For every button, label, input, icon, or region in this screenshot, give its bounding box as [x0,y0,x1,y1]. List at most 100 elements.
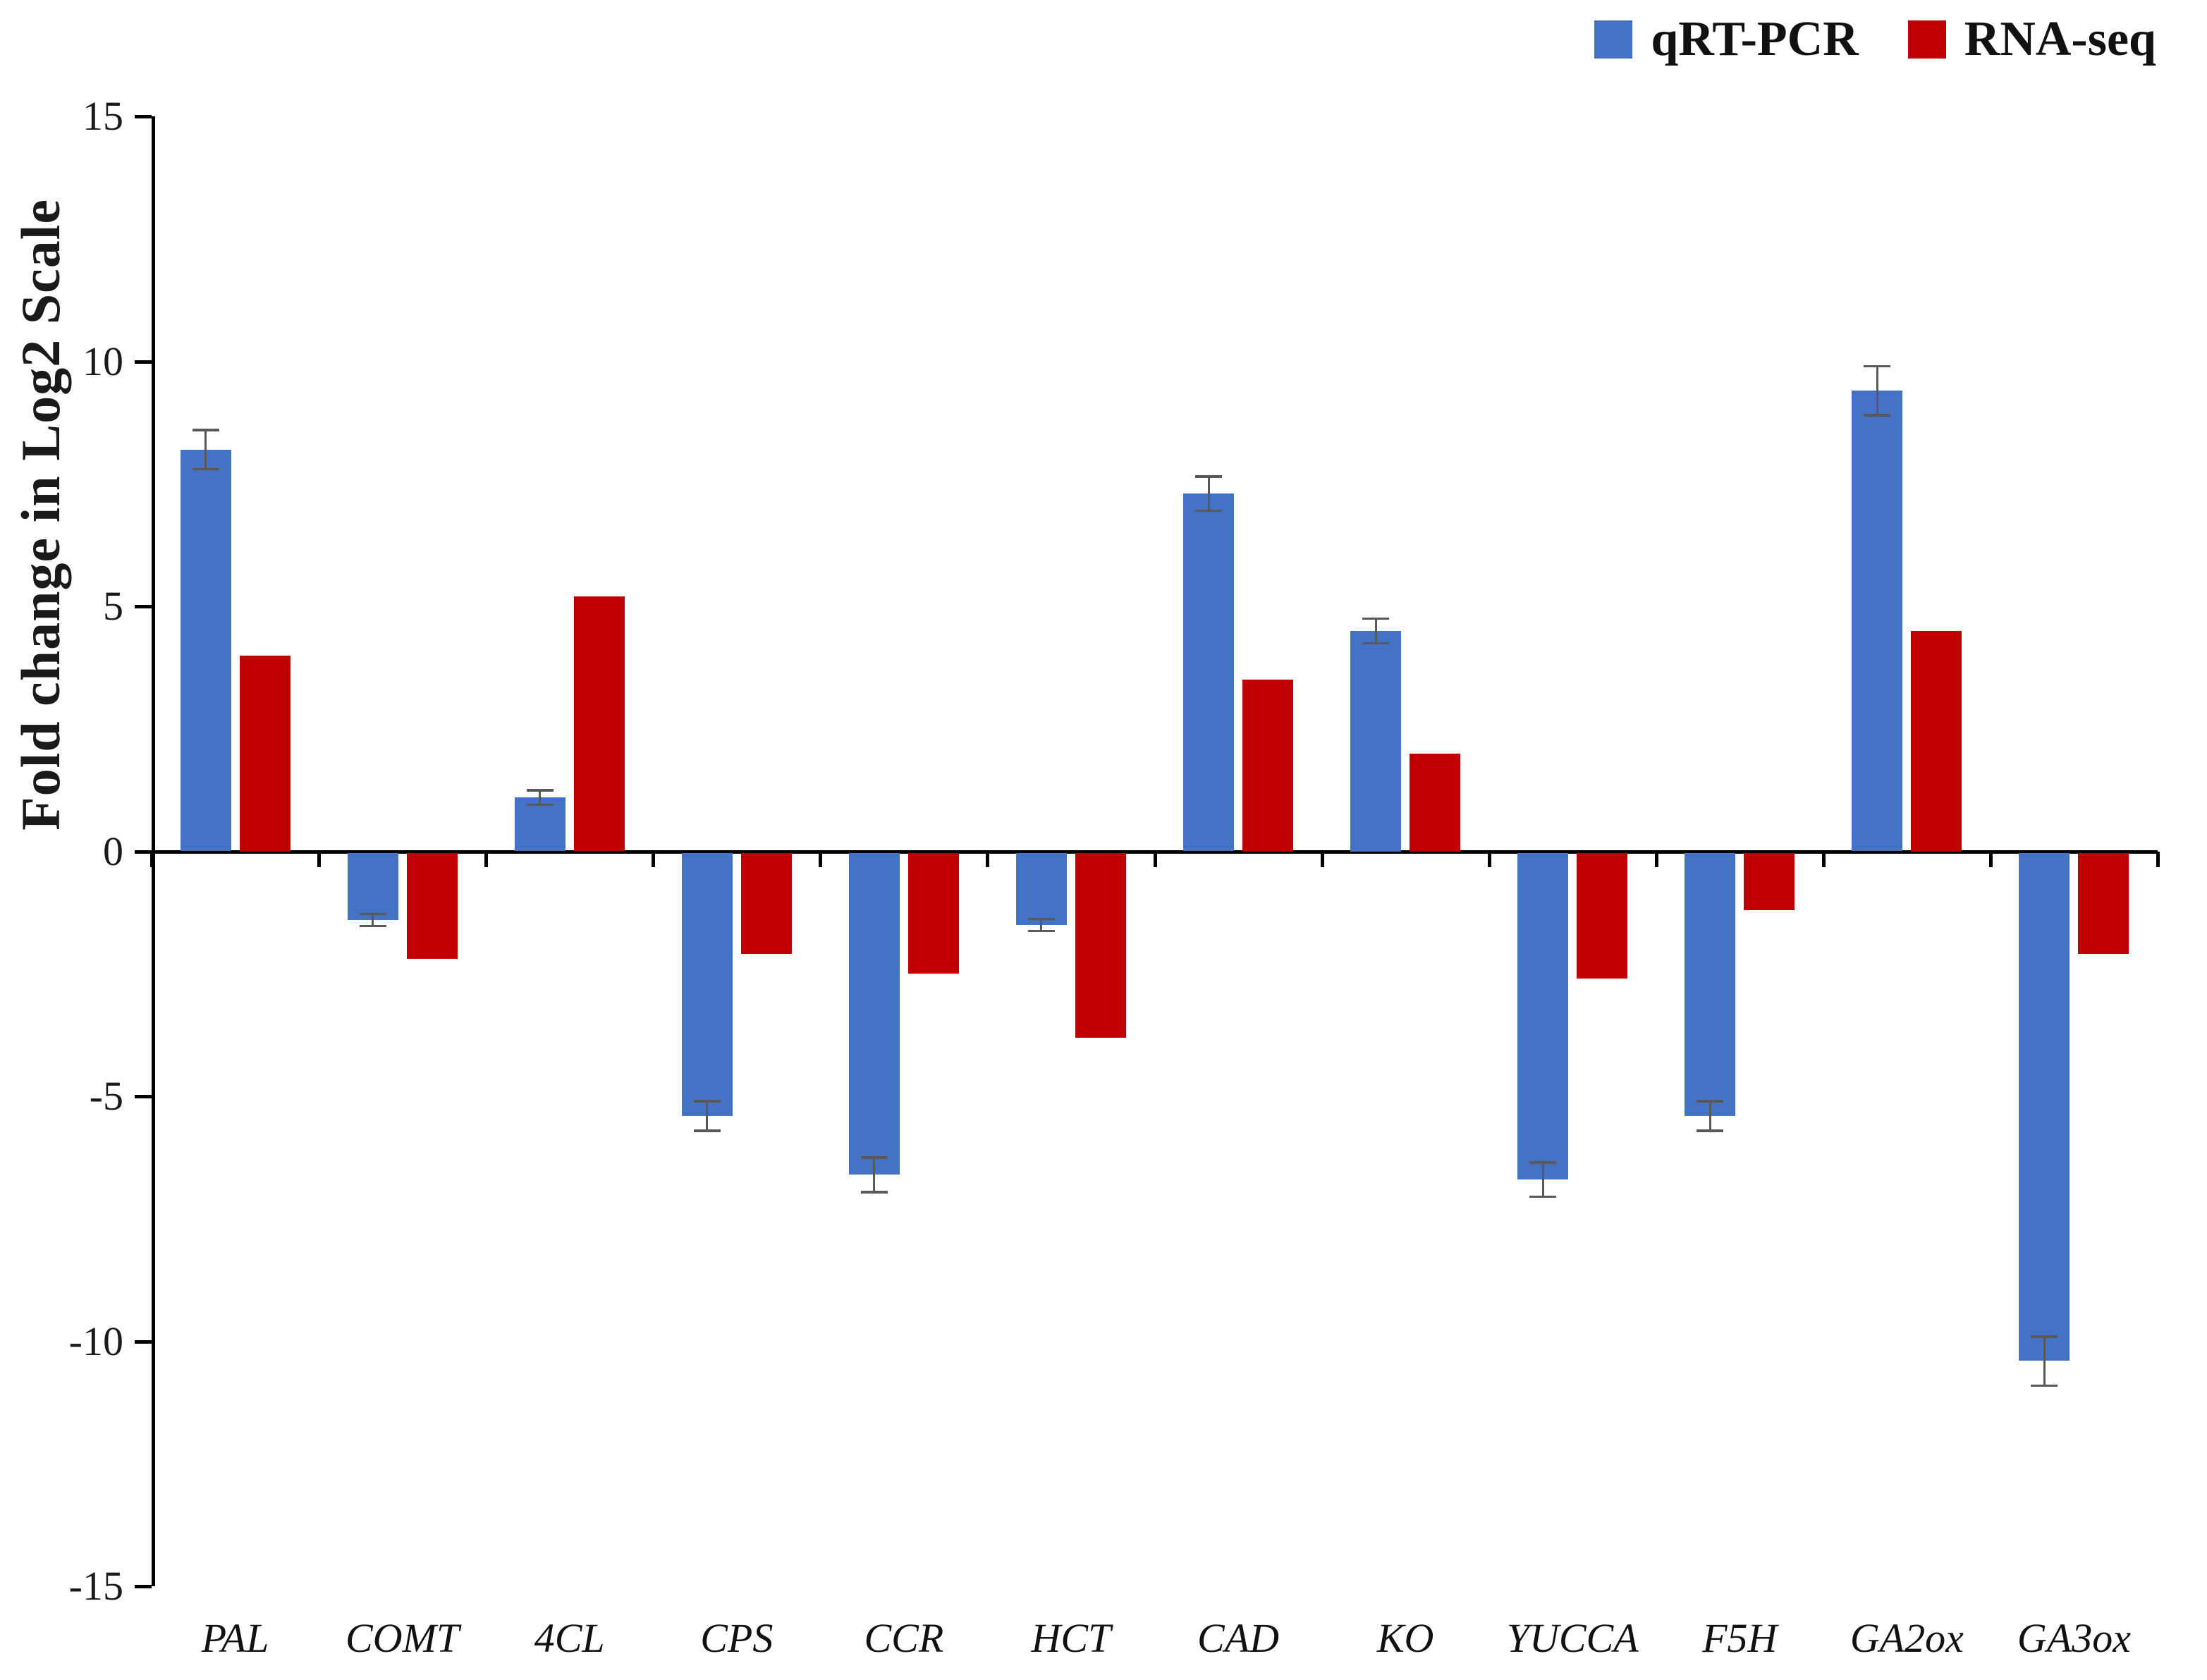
y-tick-mark [135,1339,152,1344]
bar-qrt-pcr-ko [1350,630,1402,852]
y-tick-mark [135,850,152,854]
bar-rna-seq-hct [1075,852,1126,1038]
error-bar-cap-bottom [192,467,219,471]
bar-qrt-pcr-ga3ox [2019,852,2070,1361]
error-bar-cap-bottom [1195,509,1223,513]
y-tick-label: 10 [82,338,123,384]
error-bar-cap-bottom [1362,642,1390,645]
error-bar-line [1541,1162,1544,1197]
error-bar-cap-top [359,912,386,916]
x-axis-label-4cl: 4CL [534,1615,605,1661]
legend-label-rna-seq: RNA-seq [1964,12,2156,66]
error-bar-cap-bottom [1027,929,1055,933]
error-bar-cap-top [1529,1161,1557,1164]
legend-item-rna-seq: RNA-seq [1907,11,2156,68]
bar-rna-seq-ga2ox [1911,630,1962,852]
bar-qrt-pcr-pal [180,449,231,852]
legend-swatch-rna-seq [1907,20,1946,59]
x-tick-mark [150,851,154,867]
x-tick-mark [1821,851,1826,867]
bar-rna-seq-4cl [573,596,625,852]
error-bar-cap-top [2031,1335,2058,1338]
bar-qrt-pcr-hct [1015,852,1067,925]
bar-rna-seq-ko [1410,753,1461,852]
bar-qrt-pcr-comt [347,852,398,920]
x-tick-mark [1320,851,1324,867]
x-axis-label-cps: CPS [700,1615,774,1661]
bar-qrt-pcr-f5h [1685,852,1736,1116]
bar-qrt-pcr-cad [1183,493,1235,852]
x-tick-mark [1153,851,1157,867]
y-tick-label: -15 [68,1563,123,1609]
error-bar-line [873,1157,876,1192]
error-bar-line [372,914,374,926]
error-bar-cap-top [526,789,554,792]
error-bar-line [2043,1336,2046,1386]
x-tick-mark [1487,851,1491,867]
y-tick-mark [135,605,152,608]
error-bar-line [1207,476,1210,511]
y-tick-mark [135,360,152,364]
error-bar-cap-top [860,1156,888,1159]
error-bar-cap-bottom [359,924,386,928]
bar-rna-seq-cad [1242,680,1294,852]
x-axis-label-ga2ox: GA2ox [1850,1615,1964,1661]
x-axis-label-f5h: F5H [1702,1615,1778,1661]
error-bar-line [539,790,542,805]
x-axis-label-ko: KO [1376,1615,1434,1661]
error-bar-cap-top [1195,475,1223,478]
bar-rna-seq-yucca [1577,852,1628,979]
error-bar-cap-bottom [1696,1129,1724,1132]
legend-swatch-qrt-pcr [1594,20,1633,59]
y-tick-mark [135,1095,152,1098]
bar-rna-seq-comt [406,852,458,959]
bar-rna-seq-ga3ox [2078,852,2129,955]
bar-rna-seq-cps [740,852,792,955]
y-axis-title: Fold change in Log2 Scale [10,198,71,831]
y-tick-mark [135,115,152,118]
error-bar-cap-bottom [526,803,554,807]
x-tick-mark [2156,851,2160,867]
error-bar-cap-bottom [1529,1195,1557,1198]
x-tick-mark [317,851,322,867]
error-bar-line [204,429,207,470]
x-tick-mark [819,851,823,867]
bar-rna-seq-ccr [907,852,959,974]
y-tick-label: 15 [82,93,123,139]
chart-legend: qRT-PCR RNA-seq [1594,11,2156,68]
x-axis-label-cad: CAD [1197,1615,1280,1661]
x-tick-mark [484,851,489,867]
bar-qrt-pcr-yucca [1517,852,1569,1180]
error-bar-cap-bottom [2031,1384,2058,1387]
error-bar-cap-bottom [1864,414,1891,417]
bar-qrt-pcr-4cl [514,797,565,852]
bar-rna-seq-f5h [1744,852,1795,910]
error-bar-cap-top [1696,1100,1724,1103]
error-bar-cap-bottom [860,1191,888,1194]
y-tick-label: -5 [89,1073,123,1119]
legend-label-qrt-pcr: qRT-PCR [1651,12,1859,66]
error-bar-cap-top [1864,364,1891,368]
error-bar-cap-top [192,429,219,431]
bar-rna-seq-pal [239,655,291,852]
x-tick-mark [986,851,990,867]
x-tick-mark [652,851,656,867]
bar-qrt-pcr-cps [681,852,733,1116]
error-bar-cap-bottom [693,1129,721,1132]
bar-qrt-pcr-ga2ox [1852,391,1903,852]
x-axis-label-comt: COMT [346,1615,460,1661]
bar-qrt-pcr-ccr [848,852,900,1175]
x-axis-label-ga3ox: GA3ox [2017,1615,2131,1661]
error-bar-cap-top [1362,617,1390,620]
error-bar-line [1040,919,1043,931]
y-tick-label: 5 [103,583,123,629]
x-tick-mark [1988,851,1993,867]
error-bar-cap-top [693,1100,721,1103]
legend-item-qrt-pcr: qRT-PCR [1594,11,1859,68]
x-axis-label-hct: HCT [1031,1615,1111,1661]
x-tick-mark [1654,851,1658,867]
x-axis-label-yucca: YUCCA [1506,1615,1639,1661]
y-tick-mark [135,1585,152,1588]
error-bar-line [706,1100,709,1131]
